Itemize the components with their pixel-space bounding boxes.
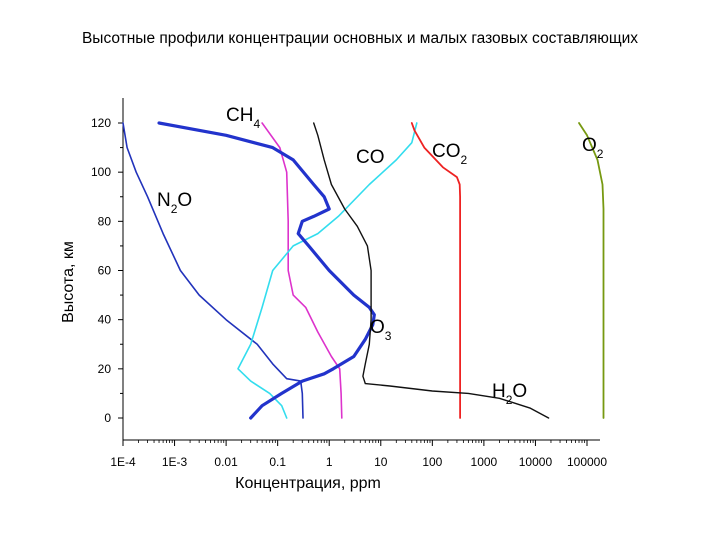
- series-label-n2o: N2O: [157, 190, 192, 216]
- series-label-o3: O3: [370, 317, 392, 343]
- chart-axes: 0 20 40 60 80 100 120 1E-4 1E-3 0.01 0.1 1 10 100 1000…: [91, 98, 607, 469]
- x-tick-label: 10000: [519, 455, 553, 469]
- x-axis-label: Концентрация, ppm: [235, 475, 381, 492]
- y-tick-label: 120: [91, 116, 111, 130]
- series-label-ch4: CH4: [226, 105, 260, 131]
- series-line-o2: [578, 122, 605, 419]
- series-label-co: CO: [356, 147, 385, 168]
- x-tick-label: 0.01: [214, 455, 238, 469]
- series-labels: N2O CH4 CO CO2 O2 O3 H2O: [157, 105, 604, 407]
- series-label-h2o: H2O: [492, 381, 527, 407]
- x-tick-label: 0.1: [269, 455, 286, 469]
- y-tick-label: 80: [98, 214, 112, 228]
- y-tick-label: 40: [98, 313, 112, 327]
- series-line-o3: [157, 121, 376, 420]
- series-label-o2: O2: [582, 135, 604, 161]
- series-label-co2: CO2: [432, 141, 468, 167]
- series-line-h2o: [313, 122, 550, 419]
- x-tick-label: 100: [422, 455, 442, 469]
- y-tick-label: 20: [98, 362, 112, 376]
- page-title: Высотные профили концентрации основных и…: [81, 30, 639, 47]
- y-tick-label: 100: [91, 165, 111, 179]
- y-tick-label: 60: [98, 264, 112, 278]
- x-tick-label: 1E-4: [110, 455, 136, 469]
- x-tick-label: 1000: [471, 455, 498, 469]
- x-tick-label: 1: [326, 455, 333, 469]
- x-tick-label: 1E-3: [162, 455, 188, 469]
- series-line-n2o: [122, 122, 304, 419]
- series-layer: [122, 121, 605, 420]
- series-line-co2: [410, 122, 461, 419]
- y-axis-label: Высота, км: [60, 241, 77, 323]
- y-tick-label: 0: [104, 411, 111, 425]
- series-line-ch4: [261, 122, 343, 419]
- x-tick-label: 100000: [567, 455, 607, 469]
- x-tick-label: 10: [374, 455, 388, 469]
- series-line-co: [237, 122, 418, 419]
